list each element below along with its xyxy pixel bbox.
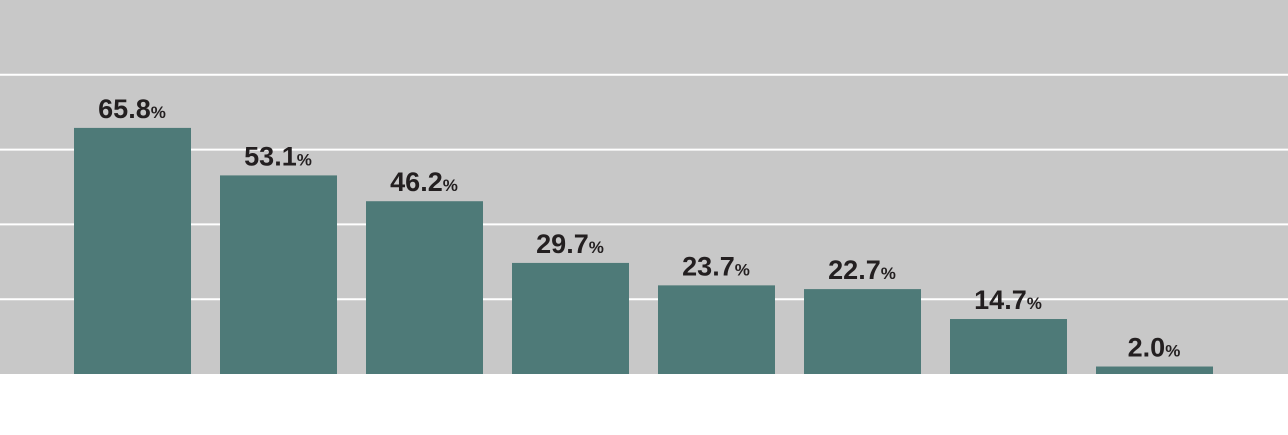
bar	[220, 175, 337, 374]
value-label: 14.7%	[974, 285, 1042, 315]
value-label: 29.7%	[536, 229, 604, 259]
value-label: 65.8%	[98, 94, 166, 124]
plot-background	[0, 0, 1288, 374]
bar	[950, 319, 1067, 374]
bar	[1096, 366, 1213, 374]
value-label: 22.7%	[828, 255, 896, 285]
bar	[512, 262, 629, 374]
bar	[804, 289, 921, 374]
bar	[74, 127, 191, 375]
value-label: 2.0%	[1128, 333, 1181, 363]
bar	[366, 201, 483, 374]
value-label: 53.1%	[244, 141, 312, 171]
value-label: 23.7%	[682, 251, 750, 281]
bar	[658, 285, 775, 374]
value-label: 46.2%	[390, 167, 458, 197]
